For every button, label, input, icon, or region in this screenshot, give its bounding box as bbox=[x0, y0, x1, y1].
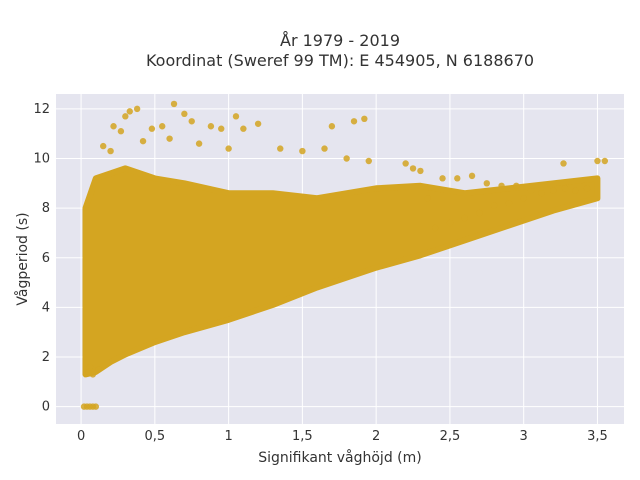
scatter-point bbox=[365, 157, 372, 165]
scatter-point bbox=[139, 137, 147, 145]
scatter-point bbox=[520, 195, 527, 202]
x-tick-label: 2,5 bbox=[440, 429, 461, 444]
scatter-point bbox=[321, 145, 328, 152]
scatter-point bbox=[328, 123, 336, 130]
x-axis-ticks: 0 0,5 1 1,5 2 2,5 3 3,5 bbox=[77, 429, 608, 444]
scatter-point bbox=[424, 195, 431, 202]
scatter-point bbox=[232, 113, 240, 120]
scatter-point bbox=[572, 187, 579, 194]
y-tick-label: 4 bbox=[42, 300, 50, 315]
scatter-point bbox=[126, 108, 133, 115]
chart-title-line1: År 1979 - 2019 bbox=[280, 31, 400, 50]
scatter-point bbox=[468, 172, 476, 180]
x-tick-label: 0 bbox=[77, 429, 85, 444]
scatter-point bbox=[476, 209, 483, 217]
scatter-point bbox=[343, 155, 350, 162]
y-tick-label: 12 bbox=[33, 102, 50, 117]
scatter-point bbox=[95, 366, 102, 373]
scatter-point bbox=[601, 157, 609, 165]
scatter-point bbox=[461, 214, 468, 222]
scatter-point bbox=[100, 142, 107, 150]
x-tick-label: 0,5 bbox=[145, 429, 166, 444]
scatter-point bbox=[299, 147, 306, 155]
scatter-point bbox=[207, 123, 215, 130]
scatter-point bbox=[594, 157, 601, 165]
x-tick-label: 2 bbox=[372, 429, 380, 444]
chart-title-line2: Koordinat (Sweref 99 TM): E 454905, N 61… bbox=[146, 51, 534, 70]
scatter-point bbox=[240, 125, 247, 132]
scatter-point bbox=[110, 123, 117, 130]
y-axis-ticks: 0 2 4 6 8 10 12 bbox=[33, 102, 50, 415]
scatter-point bbox=[218, 125, 225, 132]
scatter-point bbox=[431, 224, 439, 232]
scatter-point bbox=[195, 140, 203, 147]
y-tick-label: 8 bbox=[42, 201, 50, 216]
scatter-point bbox=[490, 202, 498, 209]
scatter-point bbox=[181, 110, 188, 118]
scatter-point bbox=[86, 363, 94, 371]
y-axis-label: Vågperiod (s) bbox=[14, 212, 31, 305]
scatter-point bbox=[560, 160, 567, 167]
scatter-point bbox=[361, 115, 368, 123]
scatter-point bbox=[277, 145, 284, 152]
scatter-point bbox=[446, 219, 454, 227]
scatter-points bbox=[80, 100, 609, 410]
scatter-point bbox=[170, 100, 178, 108]
x-tick-label: 1,5 bbox=[292, 429, 313, 444]
scatter-point bbox=[159, 123, 166, 130]
y-tick-label: 2 bbox=[42, 350, 50, 365]
scatter-point bbox=[166, 135, 173, 142]
scatter-point bbox=[483, 180, 490, 187]
scatter-point bbox=[92, 403, 100, 410]
scatter-point bbox=[549, 187, 557, 194]
scatter-point bbox=[439, 175, 446, 182]
scatter-point bbox=[254, 120, 262, 127]
x-tick-label: 3 bbox=[520, 429, 528, 444]
scatter-point bbox=[133, 105, 141, 113]
scatter-point bbox=[148, 125, 156, 132]
scatter-point bbox=[107, 147, 114, 155]
scatter-point bbox=[538, 190, 545, 197]
y-tick-label: 6 bbox=[42, 251, 50, 266]
scatter-point bbox=[89, 371, 97, 378]
scatter-point bbox=[505, 199, 513, 207]
x-axis-label: Signifikant våghöjd (m) bbox=[258, 449, 421, 466]
scatter-point bbox=[117, 128, 125, 135]
scatter-point bbox=[583, 185, 591, 192]
y-tick-label: 10 bbox=[33, 152, 50, 167]
scatter-point bbox=[498, 182, 505, 190]
x-tick-label: 3,5 bbox=[587, 429, 608, 444]
scatter-point bbox=[513, 182, 520, 190]
scatter-point bbox=[454, 175, 461, 182]
scatter-point bbox=[122, 113, 129, 120]
y-tick-label: 0 bbox=[42, 400, 50, 415]
scatter-point bbox=[527, 187, 535, 194]
scatter-point bbox=[561, 185, 569, 192]
scatter-point bbox=[188, 118, 195, 125]
scatter-point bbox=[417, 167, 424, 175]
scatter-point bbox=[350, 118, 358, 125]
scatter-point bbox=[409, 165, 417, 172]
scatter-point bbox=[402, 160, 409, 167]
point-cloud bbox=[82, 165, 601, 378]
x-tick-label: 1 bbox=[224, 429, 232, 444]
scatter-point bbox=[225, 145, 232, 152]
point-cloud-envelope bbox=[82, 165, 601, 378]
